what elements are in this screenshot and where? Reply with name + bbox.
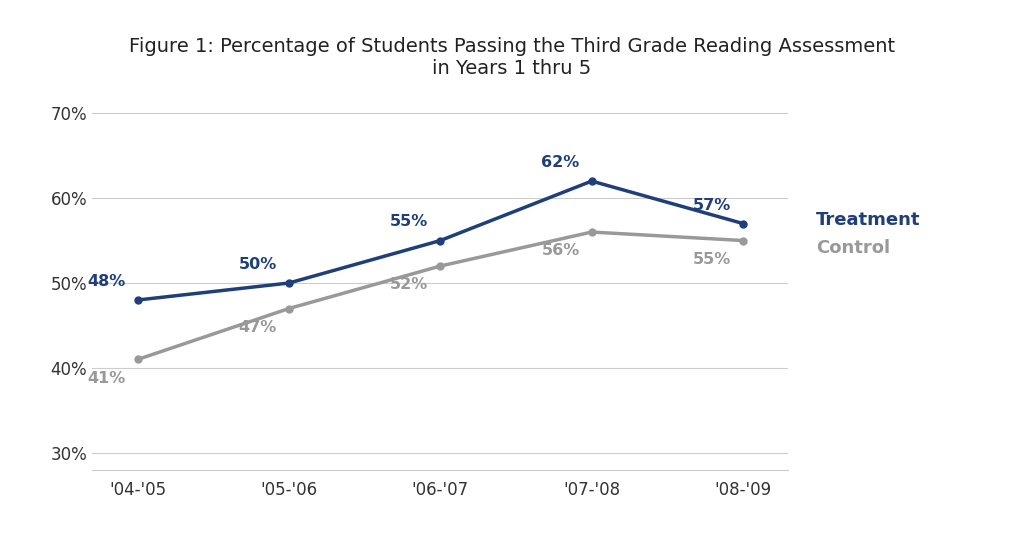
Text: 56%: 56%	[542, 243, 580, 258]
Text: 52%: 52%	[390, 277, 428, 292]
Text: 47%: 47%	[239, 319, 276, 334]
Text: 55%: 55%	[692, 252, 731, 266]
Text: 41%: 41%	[87, 371, 126, 386]
Text: Figure 1: Percentage of Students Passing the Third Grade Reading Assessment
in Y: Figure 1: Percentage of Students Passing…	[129, 37, 895, 78]
Text: 62%: 62%	[542, 155, 580, 170]
Text: 50%: 50%	[239, 257, 276, 272]
Text: 55%: 55%	[390, 215, 428, 230]
Text: Treatment: Treatment	[816, 211, 921, 229]
Text: 57%: 57%	[692, 198, 731, 213]
Text: 48%: 48%	[87, 274, 126, 289]
Text: Control: Control	[816, 239, 891, 257]
